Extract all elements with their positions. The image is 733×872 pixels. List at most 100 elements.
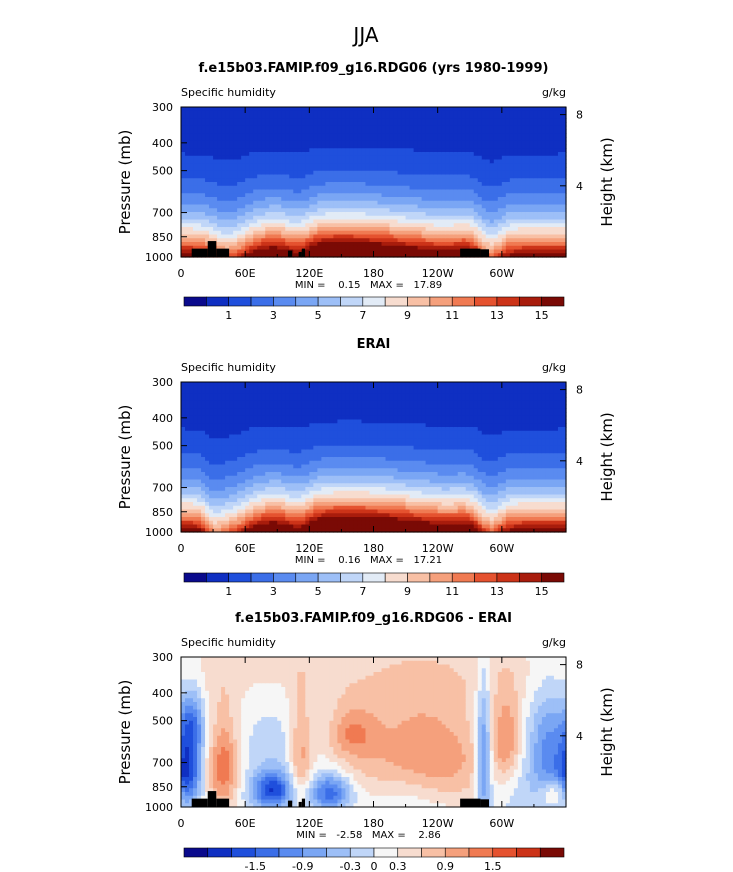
field-cell bbox=[225, 245, 230, 251]
field-cell bbox=[497, 114, 503, 119]
field-cell bbox=[381, 178, 387, 183]
field-cell bbox=[317, 215, 322, 221]
field-cell bbox=[497, 170, 503, 176]
field-cell bbox=[449, 182, 455, 187]
field-cell bbox=[321, 133, 326, 138]
x-tick-label: 60W bbox=[489, 267, 514, 280]
field-cell bbox=[281, 472, 286, 477]
field-cell bbox=[253, 445, 258, 451]
field-cell bbox=[533, 159, 539, 164]
field-cell bbox=[289, 170, 294, 176]
field-cell bbox=[257, 242, 262, 247]
field-cell bbox=[413, 167, 419, 172]
field-cell bbox=[221, 517, 226, 522]
field-cell bbox=[397, 122, 403, 127]
field-cell bbox=[413, 133, 419, 138]
field-cell bbox=[229, 193, 234, 198]
field-cell bbox=[529, 242, 535, 247]
field-cell bbox=[209, 200, 214, 206]
field-cell bbox=[301, 212, 306, 217]
field-cell bbox=[249, 200, 254, 206]
field-cell bbox=[545, 182, 551, 187]
field-cell bbox=[193, 114, 198, 119]
field-cell bbox=[369, 167, 375, 172]
field-cell bbox=[221, 408, 226, 413]
field-cell bbox=[417, 230, 423, 236]
field-cell bbox=[257, 253, 262, 258]
field-cell bbox=[209, 438, 214, 443]
field-cell bbox=[333, 110, 339, 116]
field-cell bbox=[245, 249, 250, 254]
field-cell bbox=[317, 163, 322, 168]
field-cell bbox=[273, 464, 278, 469]
field-cell bbox=[237, 114, 242, 119]
field-cell bbox=[413, 129, 419, 134]
field-cell bbox=[245, 152, 250, 157]
field-cell bbox=[241, 453, 246, 458]
field-cell bbox=[189, 479, 194, 484]
field-cell bbox=[281, 215, 286, 221]
field-cell bbox=[273, 528, 278, 533]
field-cell bbox=[225, 404, 230, 409]
field-cell bbox=[305, 163, 310, 168]
field-cell bbox=[529, 129, 535, 134]
field-cell bbox=[293, 189, 298, 194]
field-cell bbox=[341, 178, 347, 183]
field-cell bbox=[289, 107, 294, 112]
field-cell bbox=[557, 189, 563, 194]
field-cell bbox=[505, 118, 511, 123]
field-cell bbox=[373, 129, 379, 134]
field-cell bbox=[493, 197, 499, 202]
field-cell bbox=[413, 163, 419, 168]
field-cell bbox=[457, 170, 463, 176]
field-cell bbox=[529, 185, 535, 191]
field-cell bbox=[433, 200, 439, 206]
field-cell bbox=[541, 185, 547, 191]
field-cell bbox=[225, 182, 230, 187]
field-cell bbox=[265, 219, 270, 224]
field-cell bbox=[425, 148, 431, 153]
field-cell bbox=[505, 249, 511, 254]
field-cell bbox=[301, 114, 306, 119]
field-cell bbox=[413, 245, 419, 251]
field-cell bbox=[325, 144, 330, 149]
field-cell bbox=[193, 234, 198, 239]
field-cell bbox=[525, 133, 531, 138]
field-cell bbox=[193, 212, 198, 217]
field-cell bbox=[433, 155, 439, 161]
field-cell bbox=[449, 212, 455, 217]
field-cell bbox=[277, 513, 282, 518]
field-cell bbox=[365, 107, 371, 112]
field-cell bbox=[433, 118, 439, 123]
field-cell bbox=[237, 144, 242, 149]
field-cell bbox=[417, 159, 423, 164]
field-cell bbox=[413, 223, 419, 228]
field-cell bbox=[389, 137, 395, 142]
field-cell bbox=[461, 178, 467, 183]
field-cell bbox=[293, 110, 298, 116]
field-cell bbox=[301, 155, 306, 161]
field-cell bbox=[437, 242, 443, 247]
field-cell bbox=[249, 144, 254, 149]
field-cell bbox=[365, 167, 371, 172]
field-cell bbox=[241, 253, 246, 258]
field-cell bbox=[237, 430, 242, 436]
field-cell bbox=[497, 219, 503, 224]
field-cell bbox=[533, 125, 539, 131]
field-cell bbox=[493, 234, 499, 239]
field-cell bbox=[289, 129, 294, 134]
field-cell bbox=[221, 212, 226, 217]
field-cell bbox=[517, 133, 523, 138]
field-cell bbox=[485, 152, 491, 157]
field-cell bbox=[269, 182, 274, 187]
field-cell bbox=[237, 230, 242, 236]
field-cell bbox=[249, 227, 254, 232]
field-cell bbox=[217, 242, 222, 247]
field-cell bbox=[429, 148, 435, 153]
field-cell bbox=[257, 114, 262, 119]
field-cell bbox=[349, 182, 355, 187]
field-cell bbox=[357, 185, 363, 191]
field-cell bbox=[333, 148, 339, 153]
field-cell bbox=[265, 393, 270, 398]
field-cell bbox=[485, 227, 491, 232]
